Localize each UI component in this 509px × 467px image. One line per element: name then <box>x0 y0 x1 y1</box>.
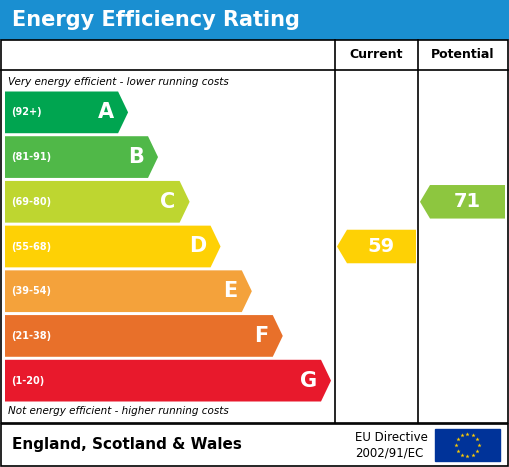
Text: Energy Efficiency Rating: Energy Efficiency Rating <box>12 10 300 30</box>
Bar <box>1 40 508 423</box>
Bar <box>435 429 500 461</box>
Polygon shape <box>5 270 252 312</box>
Text: B: B <box>128 147 144 167</box>
Text: F: F <box>254 326 269 346</box>
Text: (39-54): (39-54) <box>11 286 51 296</box>
Text: E: E <box>223 281 238 301</box>
Text: (1-20): (1-20) <box>11 375 44 386</box>
Text: (55-68): (55-68) <box>11 241 51 252</box>
Text: C: C <box>160 192 176 212</box>
Text: Not energy efficient - higher running costs: Not energy efficient - higher running co… <box>8 406 229 416</box>
Polygon shape <box>337 230 416 263</box>
Text: Potential: Potential <box>431 49 494 62</box>
Text: England, Scotland & Wales: England, Scotland & Wales <box>12 438 242 453</box>
Text: G: G <box>300 371 317 390</box>
Text: (69-80): (69-80) <box>11 197 51 207</box>
Polygon shape <box>5 226 220 267</box>
Text: (92+): (92+) <box>11 107 42 117</box>
Text: (81-91): (81-91) <box>11 152 51 162</box>
Text: 71: 71 <box>454 192 481 211</box>
Polygon shape <box>420 185 505 219</box>
Polygon shape <box>5 92 128 133</box>
Polygon shape <box>5 136 158 178</box>
Text: D: D <box>189 236 207 256</box>
Text: 59: 59 <box>368 237 395 256</box>
Polygon shape <box>5 315 283 357</box>
Bar <box>0 423 509 467</box>
Text: EU Directive
2002/91/EC: EU Directive 2002/91/EC <box>355 431 428 459</box>
Text: A: A <box>98 102 114 122</box>
Polygon shape <box>5 360 331 402</box>
Bar <box>0 0 509 40</box>
Polygon shape <box>5 181 190 223</box>
Text: (21-38): (21-38) <box>11 331 51 341</box>
Bar <box>1 424 508 466</box>
Text: Very energy efficient - lower running costs: Very energy efficient - lower running co… <box>8 77 229 87</box>
Text: Current: Current <box>350 49 403 62</box>
